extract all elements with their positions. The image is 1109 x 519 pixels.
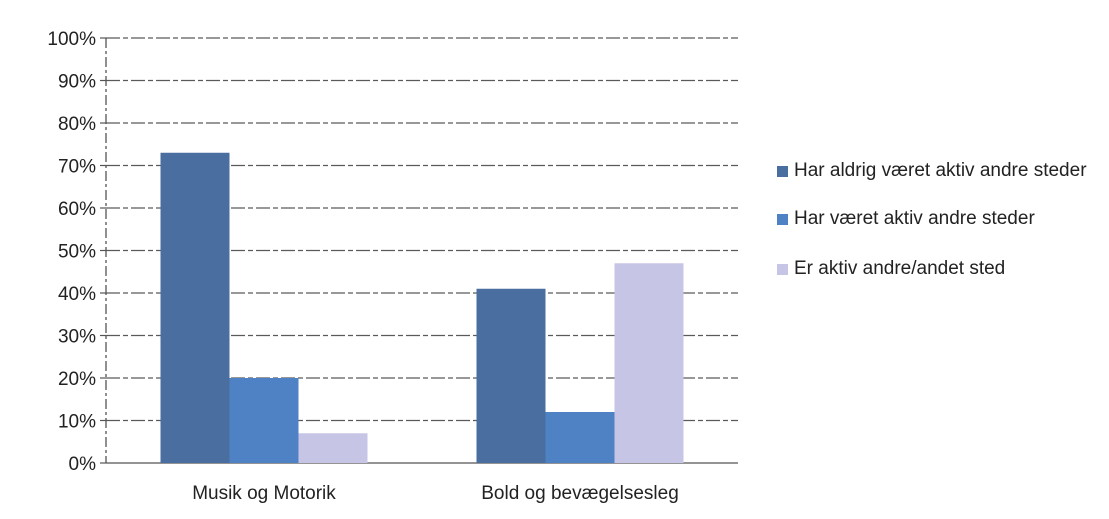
y-tick-label: 10% <box>58 412 96 433</box>
legend-item: Er aktiv andre/andet sted <box>777 256 1107 282</box>
legend-label: Har været aktiv andre steder <box>794 208 1035 229</box>
legend-swatch <box>777 264 788 275</box>
legend-swatch <box>777 214 788 225</box>
bar <box>614 263 684 463</box>
y-tick-label: 50% <box>58 242 96 263</box>
bar <box>160 152 230 463</box>
y-tick-label: 40% <box>58 284 96 305</box>
legend-item: Har været aktiv andre steder <box>777 206 1107 232</box>
bar <box>545 412 615 463</box>
y-tick-label: 0% <box>69 454 97 475</box>
bars <box>160 152 684 463</box>
y-tick-label: 90% <box>58 72 96 93</box>
legend: Har aldrig været aktiv andre steder Har … <box>777 158 1107 306</box>
legend-swatch <box>777 166 788 177</box>
y-tick-label: 80% <box>58 114 96 135</box>
x-tick-label: Musik og Motorik <box>192 483 336 504</box>
bar <box>298 433 368 463</box>
y-tick-label: 20% <box>58 369 96 390</box>
y-tick-labels: 0% 10% 20% 30% 40% 50% 60% 70% 80% 90% 100% <box>47 29 96 475</box>
bar <box>229 378 299 463</box>
bar-chart: 0% 10% 20% 30% 40% 50% 60% 70% 80% 90% 100% Musik … <box>47 29 738 504</box>
y-tick-label: 70% <box>58 157 96 178</box>
legend-label: Har aldrig været aktiv andre steder <box>794 160 1087 181</box>
x-tick-labels: Musik og Motorik Bold og bevægelsesleg <box>192 483 679 504</box>
bar <box>476 288 546 463</box>
legend-label: Er aktiv andre/andet sted <box>794 258 1006 279</box>
y-tick-label: 30% <box>58 327 96 348</box>
y-tick-label: 100% <box>47 29 96 50</box>
y-tick-label: 60% <box>58 199 96 220</box>
legend-item: Har aldrig været aktiv andre steder <box>777 158 1107 184</box>
x-tick-label: Bold og bevægelsesleg <box>481 483 679 504</box>
